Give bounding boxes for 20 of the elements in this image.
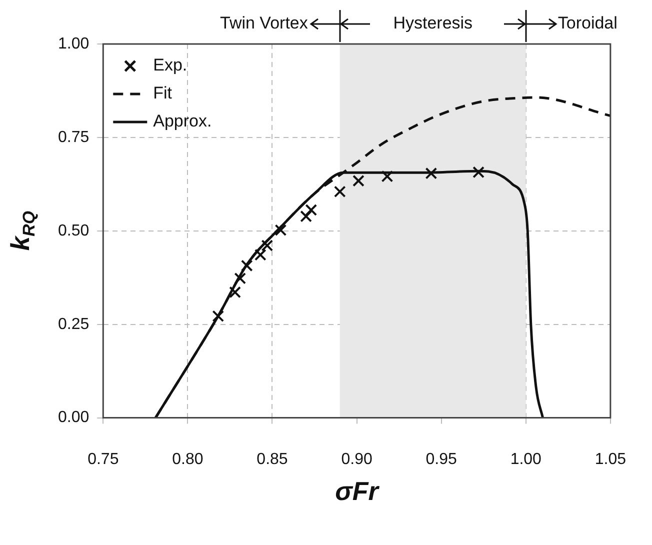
legend-label: Approx.	[153, 112, 212, 131]
text: Twin Vortex	[220, 14, 308, 33]
x-axis-title: σFr	[335, 476, 380, 506]
x-tick-label: 0.90	[341, 450, 372, 468]
y-axis-title: kRQ	[5, 210, 38, 251]
y-tick-label: 0.75	[58, 128, 90, 146]
y-tick-label: 0.25	[58, 316, 90, 333]
x-tick-label: 0.75	[88, 450, 119, 468]
x-tick-label: 0.80	[172, 450, 204, 468]
x-tick-label: 1.00	[510, 450, 542, 468]
x-tick-label: 0.95	[426, 450, 458, 468]
x-tick-label: 1.05	[594, 450, 626, 468]
text: Toroidal	[558, 14, 618, 33]
y-tick-label: 0.00	[58, 409, 90, 426]
x-tick-label: 0.85	[256, 450, 288, 468]
y-tick-label: 0.50	[58, 222, 90, 240]
text: Hysteresis	[393, 14, 473, 33]
y-tick-label: 1.00	[58, 35, 90, 52]
legend-label: Fit	[153, 84, 172, 103]
legend-label: Exp.	[153, 56, 188, 75]
